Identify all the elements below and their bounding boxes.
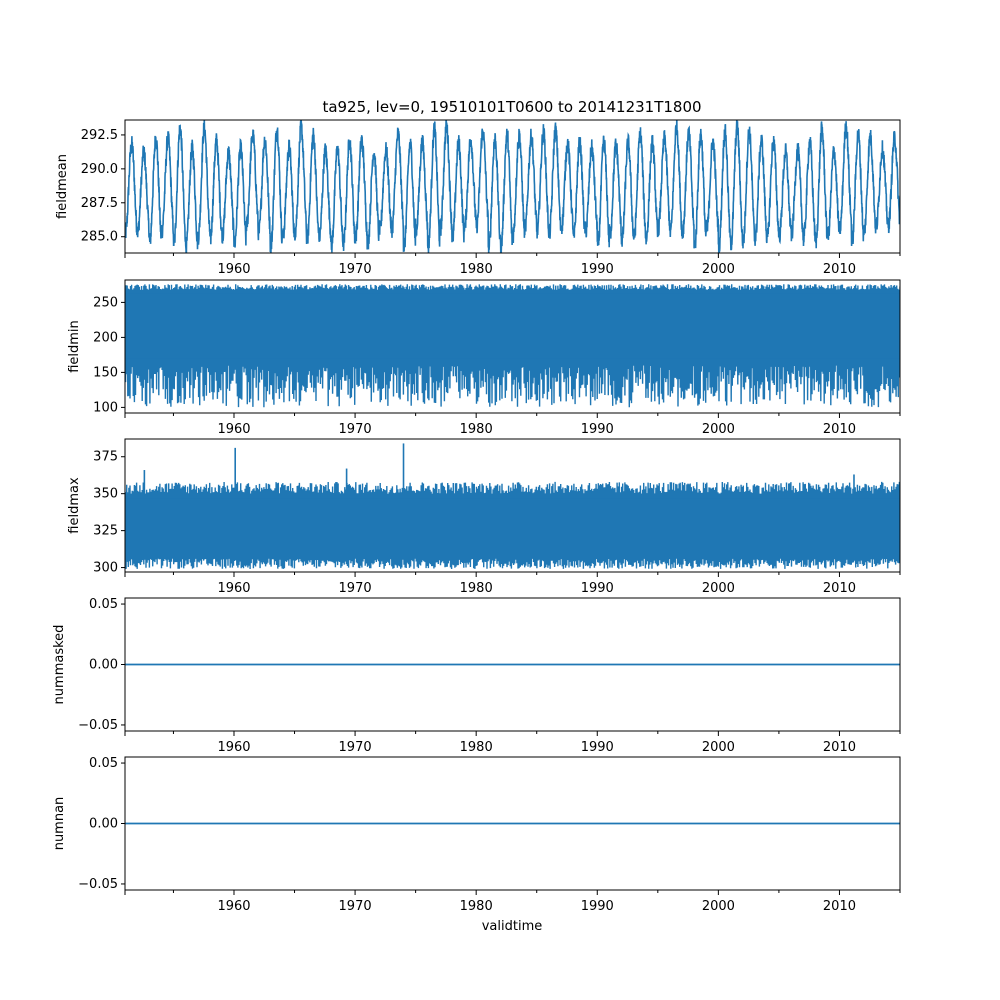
fieldmax-dense-band [125,498,900,553]
y-tick-label: 0.05 [89,597,118,612]
x-tick-label: 1980 [460,740,493,755]
y-tick-label: 250 [93,295,118,310]
fieldmin-dense-band [125,293,900,359]
x-tick-label: 2000 [702,899,735,914]
y-tick-label: 100 [93,400,118,415]
y-tick-label: 0.00 [89,658,118,673]
x-axis-label: validtime [482,919,543,934]
x-tick-label: 2010 [823,422,856,437]
x-tick-label: 1980 [460,581,493,596]
y-tick-label: 0.00 [89,817,118,832]
y-tick-label: −0.05 [78,877,118,892]
y-tick-label: 325 [93,524,118,539]
y-tick-label: −0.05 [78,718,118,733]
x-tick-label: 1970 [339,899,372,914]
x-tick-label: 1970 [339,422,372,437]
panel-2-frame [124,438,901,573]
x-tick-label: 1960 [217,899,250,914]
y-axis-label: fieldmin [67,320,82,373]
y-tick-label: 287.5 [81,196,118,211]
y-tick-label: 200 [93,330,118,345]
figure-title: ta925, lev=0, 19510101T0600 to 20141231T… [322,98,701,116]
y-tick-label: 290.0 [81,162,118,177]
y-axis-label: fieldmean [55,154,70,219]
y-tick-label: 350 [93,487,118,502]
x-tick-label: 1990 [581,581,614,596]
y-axis-label: nummasked [52,625,67,705]
panel-0-frame [124,119,901,254]
y-axis-label: fieldmax [67,477,82,534]
x-tick-label: 2000 [702,422,735,437]
x-tick-label: 2010 [823,899,856,914]
y-tick-label: 0.05 [89,756,118,771]
x-tick-label: 1990 [581,740,614,755]
x-tick-label: 1990 [581,262,614,277]
x-tick-label: 2010 [823,262,856,277]
x-tick-label: 2000 [702,740,735,755]
x-tick-label: 1990 [581,422,614,437]
x-tick-label: 1990 [581,899,614,914]
x-tick-label: 1960 [217,581,250,596]
x-tick-label: 2000 [702,581,735,596]
x-tick-label: 1960 [217,262,250,277]
y-tick-label: 375 [93,450,118,465]
x-tick-label: 1980 [460,899,493,914]
y-tick-label: 150 [93,365,118,380]
x-tick-label: 1980 [460,262,493,277]
x-tick-label: 1960 [217,740,250,755]
panel-1-frame [124,279,901,414]
x-tick-label: 2010 [823,740,856,755]
x-tick-label: 2010 [823,581,856,596]
x-tick-label: 1970 [339,581,372,596]
y-axis-label: numnan [52,797,67,851]
y-tick-label: 292.5 [81,128,118,143]
fieldmean-series-line [125,120,900,253]
x-tick-label: 1960 [217,422,250,437]
x-tick-label: 1970 [339,262,372,277]
y-tick-label: 285.0 [81,230,118,245]
x-tick-label: 2000 [702,262,735,277]
x-tick-label: 1980 [460,422,493,437]
y-tick-label: 300 [93,561,118,576]
x-tick-label: 1970 [339,740,372,755]
